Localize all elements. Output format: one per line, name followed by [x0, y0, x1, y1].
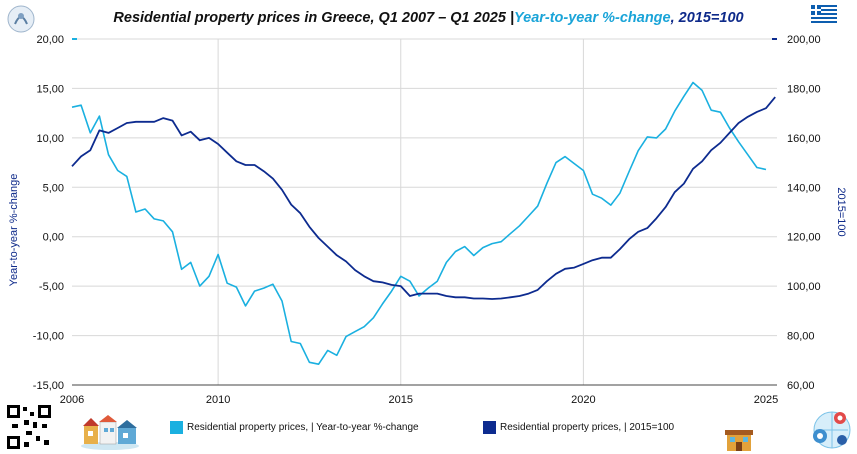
right-tick-label: 100,00: [787, 281, 821, 293]
right-tick-label: 160,00: [787, 133, 821, 145]
qr-code-icon: [6, 404, 52, 450]
title-index: , 2015=100: [670, 10, 744, 26]
legend-label-index: Residential property prices, | 2015=100: [500, 422, 675, 433]
x-tick-label: 2015: [389, 394, 413, 406]
left-tick-label: 5,00: [43, 182, 64, 194]
left-tick-label: -15,00: [33, 380, 64, 392]
legend-item-index: Residential property prices, | 2015=100: [483, 421, 674, 434]
series-line-yoy: [71, 81, 767, 366]
legend-item-yoy: Residential property prices, | Year-to-y…: [170, 421, 419, 434]
right-axis-title: 2015=100: [835, 187, 847, 236]
left-tick-label: 20,00: [36, 34, 64, 46]
left-axis-title: Year-to-year %-change: [8, 174, 20, 287]
right-tick-label: 200,00: [787, 34, 821, 46]
series-line-index: [71, 96, 776, 300]
left-tick-label: -10,00: [33, 331, 64, 343]
title-main: Residential property prices in Greece, Q…: [113, 10, 514, 26]
x-tick-label: 2006: [60, 394, 84, 406]
legend-swatch-yoy: [170, 421, 183, 434]
right-tick-label: 180,00: [787, 83, 821, 95]
x-tick-label: 2010: [206, 394, 230, 406]
right-tick-label: 80,00: [787, 331, 815, 343]
houses-illustration-icon: [81, 415, 139, 450]
legend-label-yoy: Residential property prices, | Year-to-y…: [187, 422, 419, 433]
title-yoy: Year-to-year %-change: [514, 10, 671, 26]
left-tick-label: -5,00: [39, 281, 64, 293]
right-tick-label: 140,00: [787, 182, 821, 194]
chart-title: Residential property prices in Greece, Q…: [0, 10, 857, 26]
greece-flag-icon: [811, 5, 837, 23]
globe-gears-icon: [813, 411, 851, 449]
left-tick-label: 0,00: [43, 232, 64, 244]
x-tick-label: 2020: [571, 394, 595, 406]
left-tick-label: 15,00: [36, 83, 64, 95]
x-tick-label: 2025: [754, 394, 778, 406]
left-tick-label: 10,00: [36, 133, 64, 145]
eu-flower-logo-icon: [7, 5, 35, 33]
legend-swatch-index: [483, 421, 496, 434]
right-tick-label: 60,00: [787, 380, 815, 392]
right-tick-label: 120,00: [787, 232, 821, 244]
house-icon: [725, 430, 753, 451]
